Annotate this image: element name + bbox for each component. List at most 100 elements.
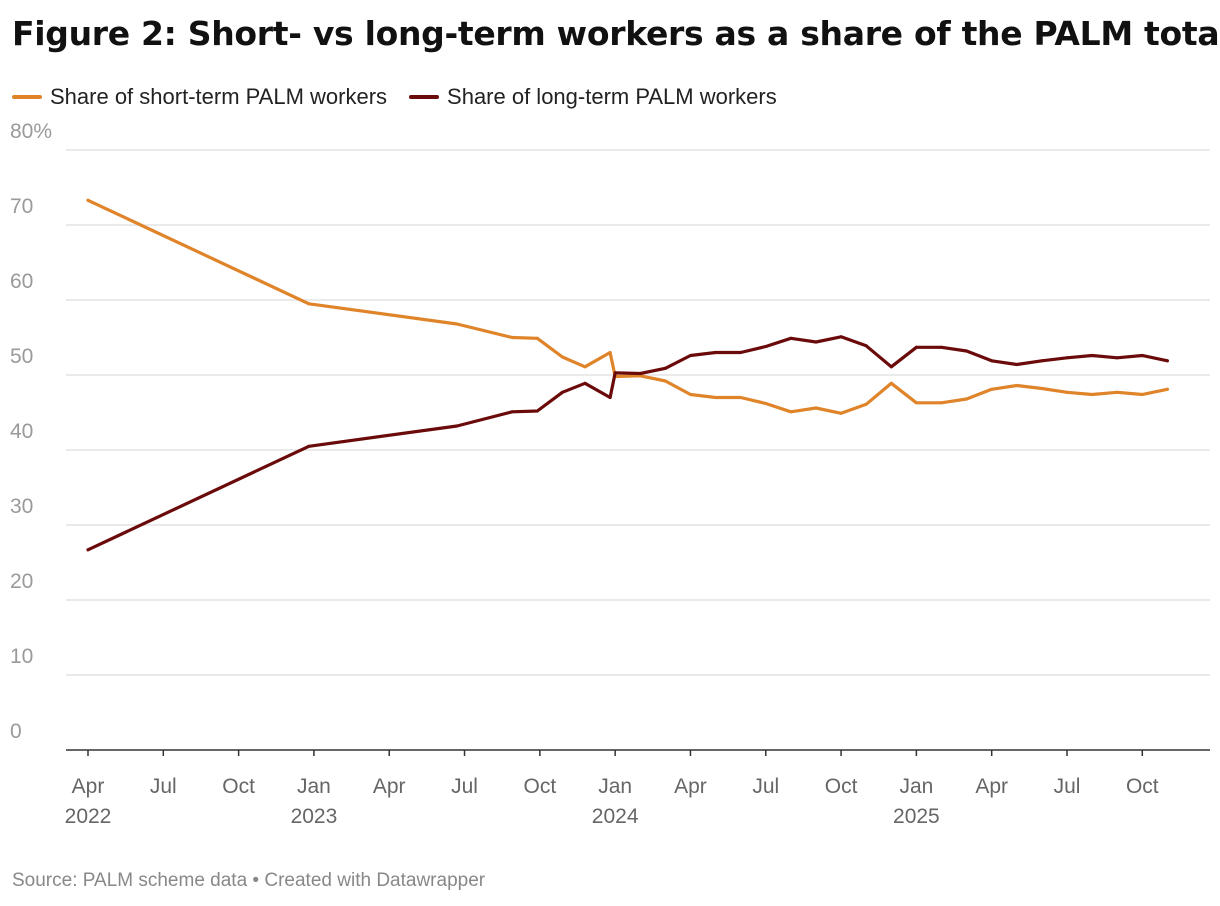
x-tick-label-6: Oct <box>524 775 557 798</box>
data-point-short-term-7 <box>608 351 612 354</box>
data-point-short-term-3 <box>510 336 514 339</box>
gridlines <box>66 149 1210 676</box>
x-tick-label-12: Apr <box>975 775 1008 798</box>
x-axis: Apr 2022 Jul Oct Jan 2023 Apr Jul Oct Jan 2024 Apr J… <box>65 749 1210 828</box>
data-point-long-term-7 <box>608 396 612 399</box>
data-point-short-term-28 <box>1115 390 1119 394</box>
data-point-short-term-20 <box>914 401 918 405</box>
data-point-short-term-25 <box>1040 387 1044 390</box>
y-axis: 0 10 20 30 40 50 60 70 80% <box>10 120 52 743</box>
data-point-short-term-17 <box>839 411 843 415</box>
y-tick-label-30: 30 <box>10 495 33 518</box>
y-tick-label-40: 40 <box>10 420 33 443</box>
data-point-short-term-21 <box>939 401 943 405</box>
data-point-long-term-24 <box>1015 363 1019 366</box>
series <box>86 198 1170 552</box>
data-point-short-term-29 <box>1140 393 1144 396</box>
x-tick-label-4: Apr <box>373 775 406 798</box>
data-point-long-term-3 <box>510 410 514 414</box>
data-point-long-term-9 <box>638 372 642 375</box>
data-point-short-term-10 <box>663 379 667 383</box>
x-tick-label-2: Oct <box>222 775 255 798</box>
data-point-short-term-2 <box>455 322 459 326</box>
data-point-short-term-13 <box>739 396 743 399</box>
credit-note: Created with Datawrapper <box>264 870 486 891</box>
data-point-long-term-1 <box>307 444 311 448</box>
y-tick-label-50: 50 <box>10 345 33 368</box>
legend-label-short-term: Share of short-term PALM workers <box>50 84 388 109</box>
data-point-long-term-8 <box>613 371 617 375</box>
data-point-short-term-26 <box>1065 390 1069 394</box>
data-point-long-term-25 <box>1040 359 1044 363</box>
data-point-short-term-30 <box>1165 387 1169 391</box>
data-point-short-term-15 <box>789 410 793 414</box>
data-point-short-term-16 <box>814 406 818 410</box>
data-point-long-term-27 <box>1090 354 1094 357</box>
data-point-short-term-27 <box>1090 393 1094 396</box>
footer: Source: PALM scheme data • Created with … <box>12 870 485 892</box>
y-tick-label-20: 20 <box>10 570 33 593</box>
x-tick-label-7: Jan <box>598 775 632 798</box>
data-point-long-term-14 <box>764 345 768 348</box>
x-tick-label-1: Jul <box>150 775 177 798</box>
data-point-long-term-16 <box>814 340 818 344</box>
x-tick-label-14: Oct <box>1126 775 1159 798</box>
data-point-long-term-26 <box>1065 356 1069 360</box>
data-point-short-term-1 <box>307 302 311 306</box>
footer-separator: • <box>247 870 265 891</box>
data-point-long-term-15 <box>789 336 793 340</box>
x-tick-label-8: Apr <box>674 775 707 798</box>
x-tick-label-11: Jan <box>899 775 933 798</box>
data-point-long-term-29 <box>1140 354 1144 357</box>
y-tick-label-70: 70 <box>10 195 33 218</box>
data-point-short-term-19 <box>889 381 893 385</box>
legend-label-long-term: Share of long-term PALM workers <box>447 84 777 109</box>
x-tick-label-9: Jul <box>752 775 779 798</box>
source-note: Source: PALM scheme data <box>12 870 248 891</box>
data-point-short-term-6 <box>583 365 587 369</box>
data-point-long-term-6 <box>583 381 587 385</box>
data-point-long-term-5 <box>560 390 564 394</box>
series-line-short-term <box>86 198 1170 415</box>
data-point-long-term-2 <box>455 424 459 428</box>
data-point-long-term-12 <box>714 351 718 354</box>
x-tick-label-13: Jul <box>1054 775 1081 798</box>
data-point-short-term-22 <box>965 397 969 401</box>
data-point-long-term-30 <box>1165 359 1169 363</box>
x-tick-label-0: Apr <box>72 775 105 798</box>
x-tick-label-5: Jul <box>451 775 478 798</box>
data-point-long-term-11 <box>688 354 692 357</box>
data-point-short-term-11 <box>688 393 692 396</box>
series-line-long-term <box>86 335 1170 552</box>
legend: Share of short-term PALM workers Share o… <box>12 84 799 110</box>
data-point-long-term-0 <box>86 548 90 552</box>
data-point-long-term-21 <box>939 345 943 349</box>
data-point-long-term-10 <box>663 366 667 370</box>
y-tick-label-80: 80% <box>10 120 52 143</box>
y-tick-label-10: 10 <box>10 645 33 668</box>
x-tick-label-3: Jan <box>297 775 331 798</box>
x-year-label-2025: 2025 <box>893 805 940 828</box>
x-tick-label-10: Oct <box>825 775 858 798</box>
data-point-long-term-19 <box>889 365 893 369</box>
x-year-label-2023: 2023 <box>291 805 338 828</box>
data-point-long-term-18 <box>864 344 868 348</box>
x-year-label-2024: 2024 <box>592 805 639 828</box>
data-point-short-term-18 <box>864 402 868 406</box>
chart-title: Figure 2: Short- vs long-term workers as… <box>12 14 1220 53</box>
data-point-short-term-24 <box>1015 384 1019 387</box>
data-point-long-term-28 <box>1115 356 1119 360</box>
data-point-long-term-13 <box>739 351 743 354</box>
legend-item-short-term: Share of short-term PALM workers <box>12 84 387 110</box>
data-point-short-term-14 <box>764 402 768 405</box>
legend-swatch-short-term <box>12 95 42 99</box>
data-point-long-term-4 <box>535 409 539 413</box>
data-point-long-term-17 <box>839 335 843 339</box>
data-point-short-term-5 <box>560 355 564 359</box>
data-point-short-term-23 <box>990 387 994 391</box>
data-point-short-term-12 <box>714 396 718 399</box>
y-tick-label-0: 0 <box>10 720 22 743</box>
data-point-long-term-20 <box>914 345 918 349</box>
legend-item-long-term: Share of long-term PALM workers <box>409 84 777 110</box>
